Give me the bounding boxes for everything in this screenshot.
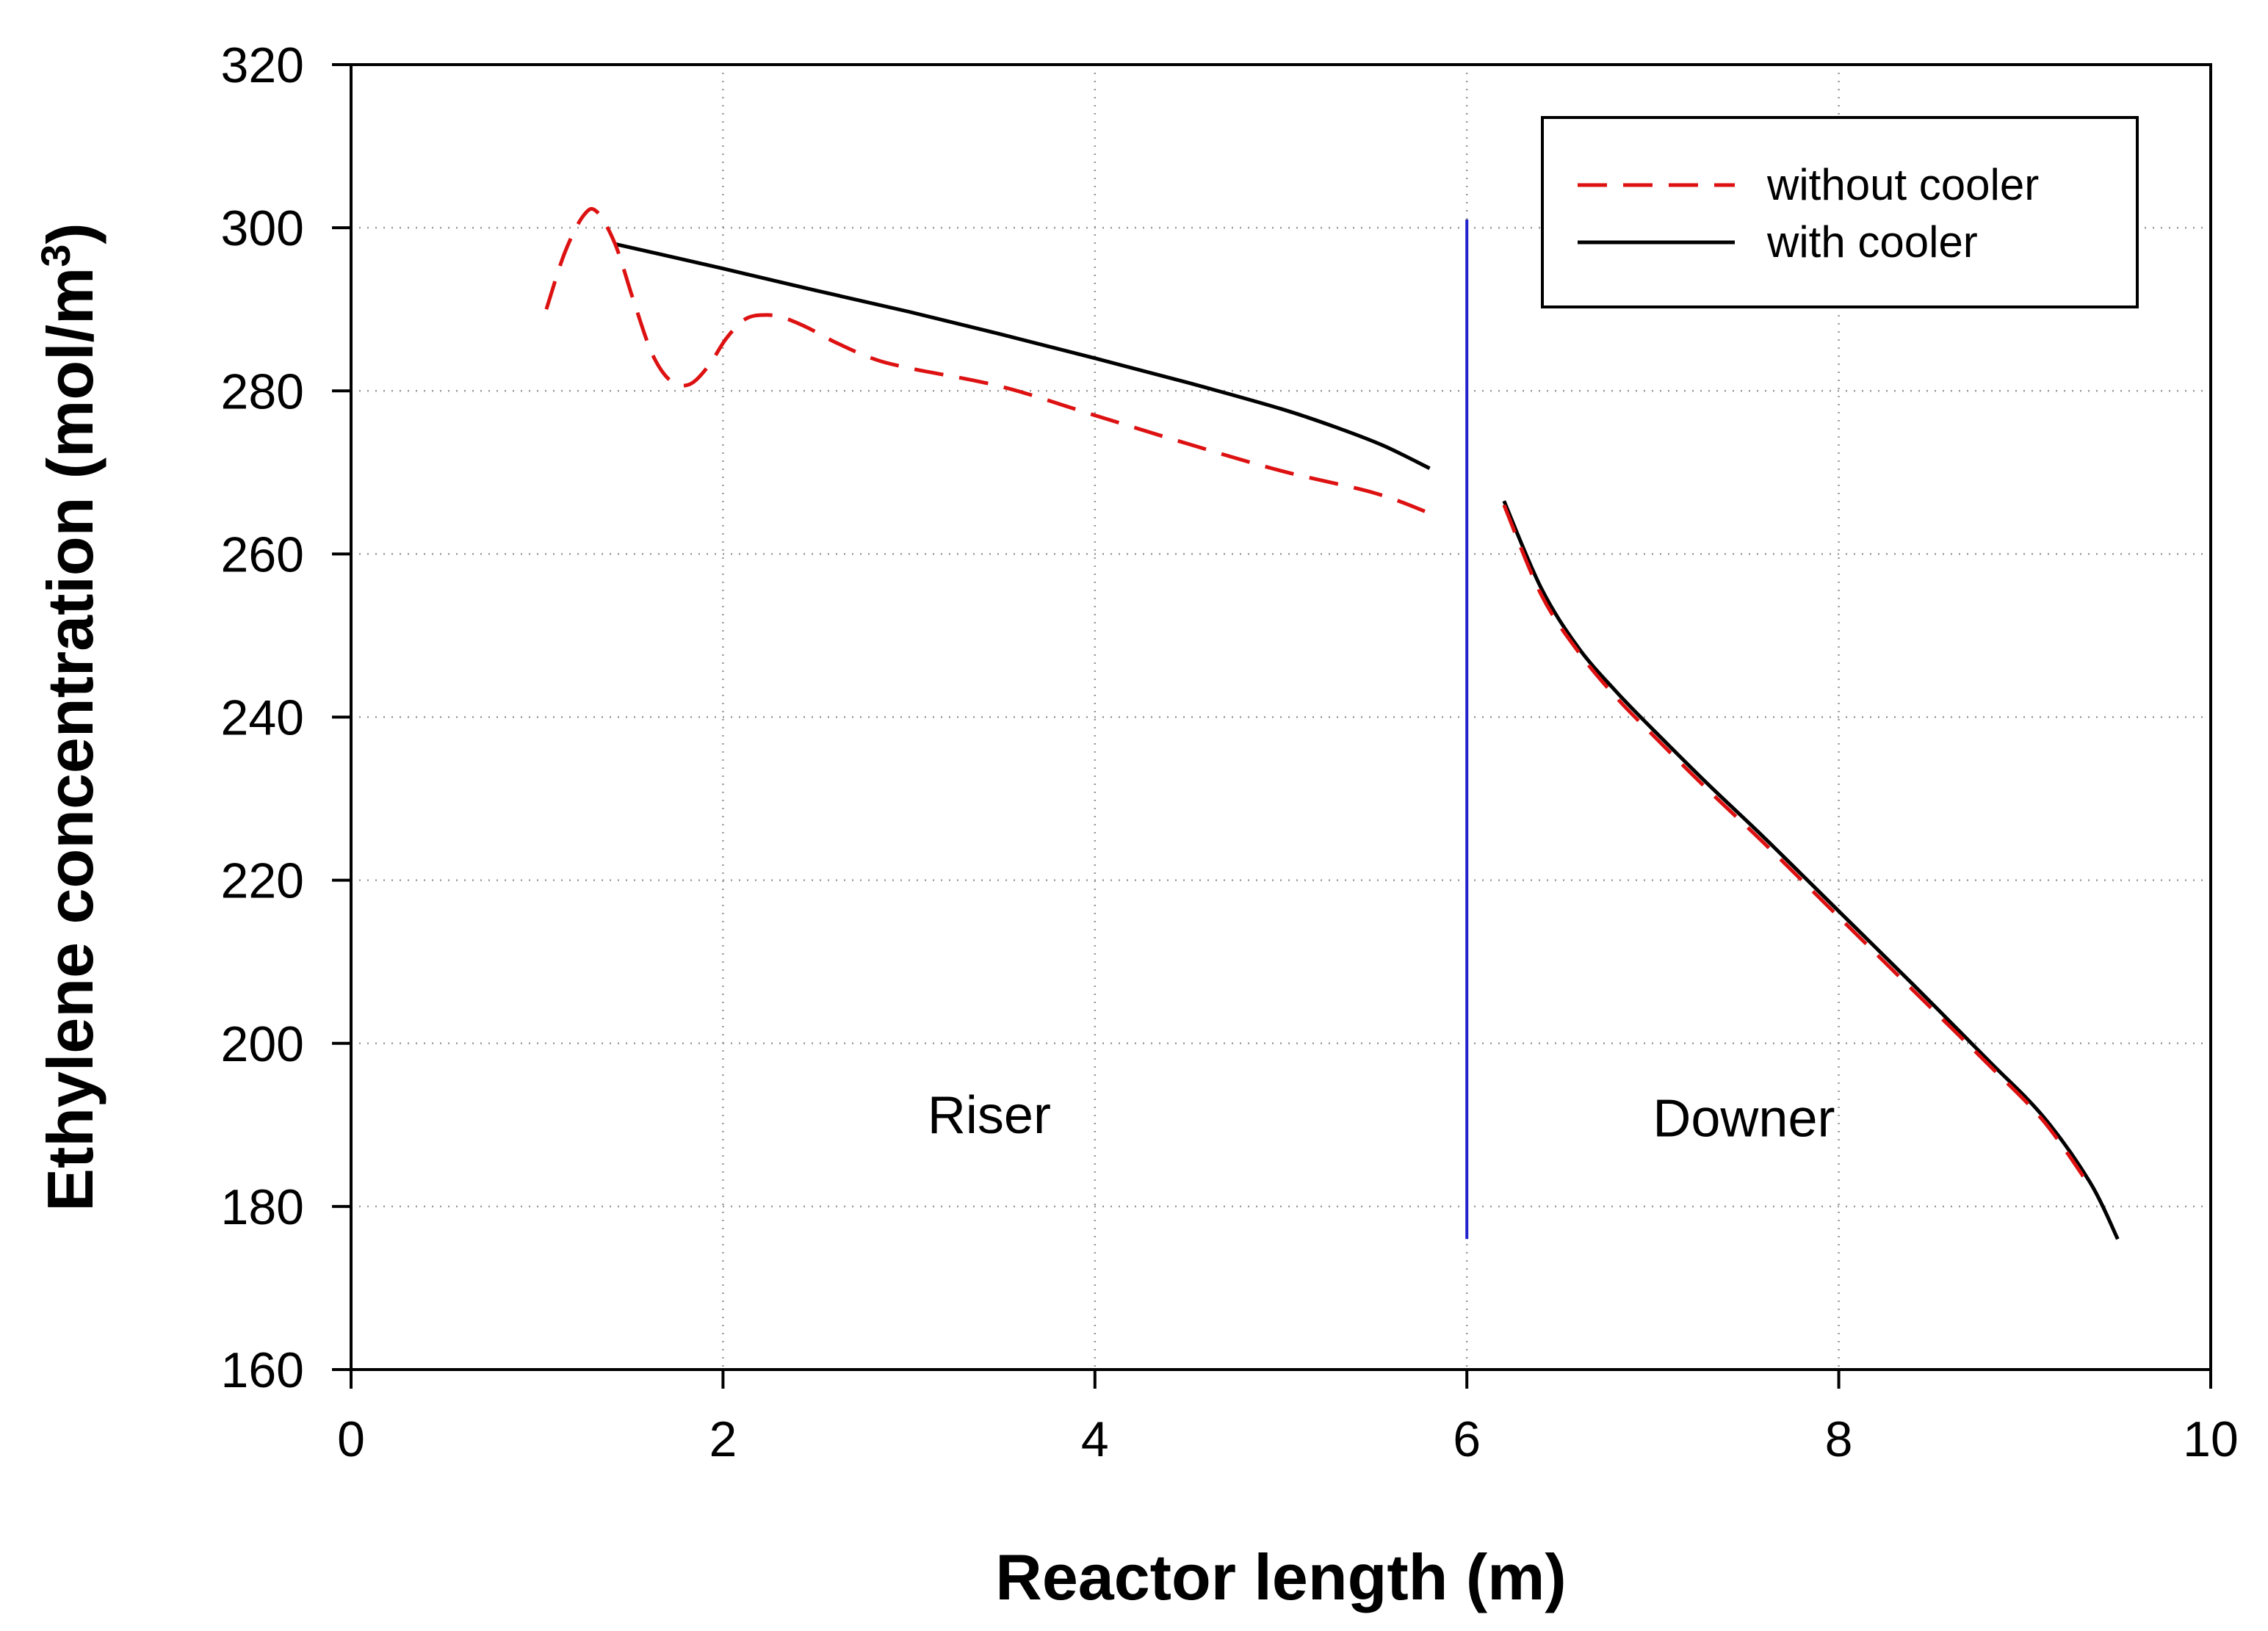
x-tick-label-0: 0: [337, 1411, 365, 1467]
x-axis-title: Reactor length (m): [995, 1541, 1566, 1613]
series-group: [544, 206, 2120, 1240]
y-axis-title-main: Ethylene concentration (mol/m: [34, 267, 106, 1212]
series-without-cooler-segment-1: [1502, 504, 2092, 1187]
y-tick-label-200: 200: [221, 1016, 304, 1072]
y-tick-label-180: 180: [221, 1179, 304, 1235]
y-tick-label-220: 220: [221, 853, 304, 909]
legend-label-without-cooler: without cooler: [1766, 160, 2039, 209]
legend-box: [1541, 116, 2139, 308]
series-with-cooler-segment-1: [1502, 500, 2120, 1240]
series-with-cooler-segment-0: [614, 242, 1431, 471]
grid-lines: [351, 65, 2211, 1370]
x-tick-label-2: 2: [709, 1411, 737, 1467]
y-axis-title-close: ): [34, 223, 106, 244]
y-tick-label-320: 320: [221, 37, 304, 93]
legend-label-with-cooler: with cooler: [1766, 217, 1978, 267]
y-tick-label-280: 280: [221, 364, 304, 419]
y-tick-label-260: 260: [221, 527, 304, 582]
y-tick-label-240: 240: [221, 690, 304, 746]
series-without-cooler-segment-0: [544, 206, 1431, 516]
x-tick-label-6: 6: [1453, 1411, 1481, 1467]
annotation-downer: Downer: [1653, 1089, 1835, 1148]
axis-ticks: 0 2 4 6 8 10 160 180 200 220 240 260 280 300 320: [221, 37, 2239, 1467]
legend: without cooler with cooler: [1541, 116, 2139, 308]
y-axis-title: Ethylene concentration (mol/m3): [32, 223, 107, 1211]
y-axis-title-superscript: 3: [32, 245, 79, 267]
x-tick-label-4: 4: [1081, 1411, 1109, 1467]
x-tick-label-10: 10: [2183, 1411, 2239, 1467]
y-tick-label-160: 160: [221, 1342, 304, 1398]
annotation-riser: Riser: [928, 1086, 1051, 1145]
x-tick-label-8: 8: [1825, 1411, 1853, 1467]
annotations: Riser Downer: [928, 1086, 1835, 1148]
y-tick-label-300: 300: [221, 200, 304, 256]
